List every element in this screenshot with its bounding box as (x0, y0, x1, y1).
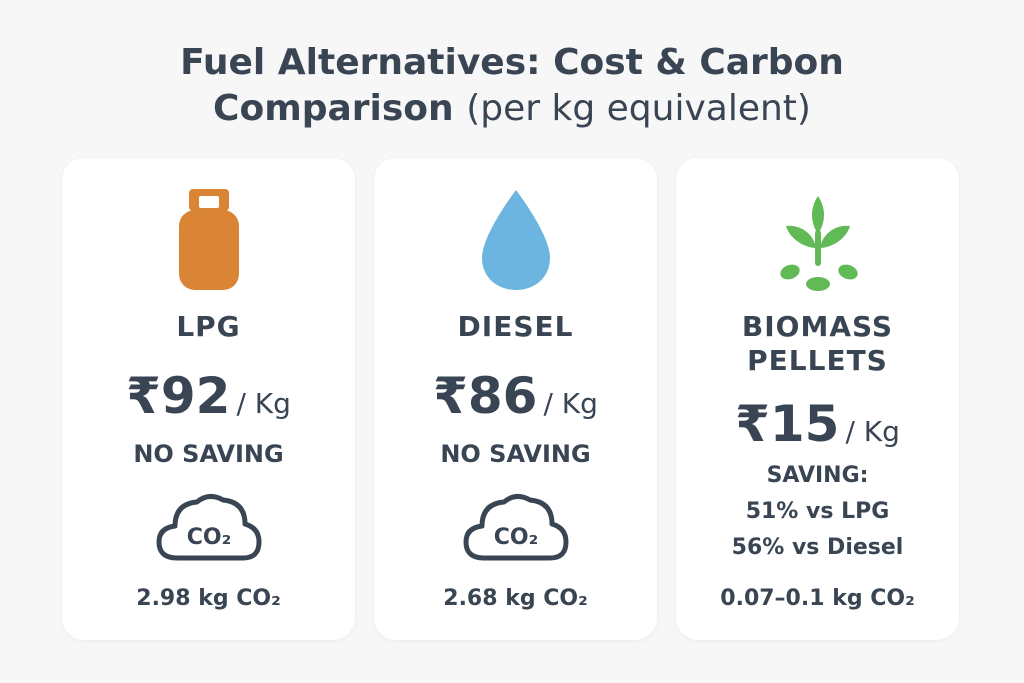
saving-line: NO SAVING (440, 440, 591, 468)
fuel-card-biomass: BIOMASS PELLETS ₹15/ Kg SAVING: 51% vs L… (676, 158, 959, 640)
co2-cloud-icon: CO₂ (156, 494, 261, 561)
title-line-2-light: (per kg equivalent) (466, 88, 811, 129)
plant-pellets-icon (779, 196, 858, 291)
saving-text: NO SAVING (62, 436, 355, 472)
emission: 2.98 kg CO₂ (136, 586, 281, 611)
emission: 2.68 kg CO₂ (443, 586, 588, 611)
fuel-name: DIESEL (457, 310, 574, 343)
fuel-name: BIOMASS PELLETS (676, 310, 959, 378)
gas-cylinder-icon (178, 189, 239, 290)
saving-text: SAVING: 51% vs LPG 56% vs Diesel (676, 458, 959, 566)
cloud-label: CO₂ (493, 525, 537, 550)
fuel-name-line-1: BIOMASS (741, 310, 894, 343)
price-amount: ₹92 (126, 367, 231, 425)
fuel-card-diesel: DIESEL ₹86/ Kg NO SAVING CO₂ 2.68 kg CO₂ (374, 158, 657, 640)
price-amount: ₹15 (735, 395, 840, 453)
price: ₹86/ Kg (374, 366, 657, 426)
title-line-2: Comparison (per kg equivalent) (0, 86, 1024, 132)
price: ₹15/ Kg (676, 394, 959, 454)
drop-icon (481, 190, 550, 290)
cloud-label: CO₂ (186, 525, 230, 550)
emission: 0.07–0.1 kg CO₂ (720, 586, 915, 611)
price-unit: / Kg (543, 387, 598, 420)
price-unit: / Kg (236, 387, 291, 420)
saving-line: NO SAVING (133, 440, 284, 468)
price: ₹92/ Kg (62, 366, 355, 426)
price-unit: / Kg (845, 415, 900, 448)
saving-text: NO SAVING (374, 436, 657, 472)
title-line-2-bold: Comparison (213, 88, 454, 129)
co2-cloud-icon: CO₂ (463, 494, 568, 561)
saving-vs-lpg: 51% vs LPG (745, 499, 890, 524)
fuel-name: LPG (176, 310, 241, 343)
price-amount: ₹86 (433, 367, 538, 425)
page-title: Fuel Alternatives: Cost & Carbon Compari… (0, 40, 1024, 132)
saving-heading: SAVING: (766, 463, 869, 488)
saving-vs-diesel: 56% vs Diesel (731, 535, 904, 560)
title-line-1: Fuel Alternatives: Cost & Carbon (180, 42, 844, 83)
fuel-card-lpg: LPG ₹92/ Kg NO SAVING CO₂ 2.98 kg CO₂ (62, 158, 355, 640)
fuel-name-line-2: PELLETS (747, 344, 888, 377)
